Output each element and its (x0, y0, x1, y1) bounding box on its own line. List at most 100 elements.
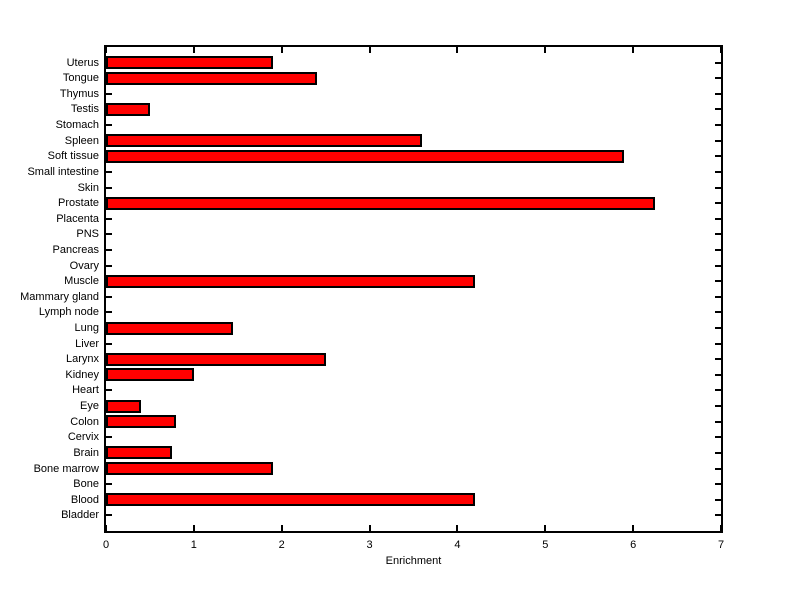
y-tick-right (715, 436, 721, 439)
x-tick-bottom (632, 525, 635, 531)
plot-area (104, 45, 723, 533)
y-axis-label: Uterus (66, 56, 99, 69)
y-tick-right (715, 483, 721, 486)
bar (106, 274, 475, 288)
y-tick-left (106, 124, 112, 127)
y-axis-label: Tongue (62, 72, 99, 85)
y-tick-right (715, 389, 721, 392)
y-tick-right (715, 202, 721, 205)
x-axis-title: Enrichment (385, 555, 442, 567)
y-tick-right (715, 451, 721, 454)
y-tick-right (715, 327, 721, 330)
y-axis-label: Mammary gland (20, 290, 99, 303)
y-axis-label: Blood (70, 493, 99, 506)
x-tick-label: 5 (542, 539, 549, 551)
y-tick-left (106, 92, 112, 95)
y-tick-left (106, 186, 112, 189)
x-tick-bottom (720, 525, 722, 531)
x-tick-top (105, 47, 107, 53)
y-tick-right (715, 186, 721, 189)
x-tick-top (456, 47, 459, 53)
y-tick-right (715, 498, 721, 501)
y-axis-label: Colon (70, 415, 99, 428)
y-tick-right (715, 405, 721, 408)
y-axis-label: Soft tissue (47, 150, 99, 163)
y-axis-label: Cervix (67, 431, 99, 444)
y-axis-label: Lymph node (38, 306, 99, 319)
y-tick-right (715, 467, 721, 470)
y-tick-left (106, 170, 112, 173)
y-axis-label: Lung (74, 322, 99, 335)
x-tick-label: 7 (717, 539, 725, 551)
y-tick-right (715, 170, 721, 173)
x-tick-bottom (192, 525, 195, 531)
y-axis-label: Placenta (56, 212, 99, 225)
y-tick-right (715, 155, 721, 158)
y-tick-right (715, 61, 721, 64)
x-tick-label: 0 (102, 539, 110, 551)
x-tick-top (280, 47, 283, 53)
y-tick-right (715, 295, 721, 298)
y-tick-right (715, 373, 721, 376)
x-tick-top (192, 47, 195, 53)
bar (106, 149, 625, 163)
bar (106, 493, 475, 507)
bar (106, 399, 142, 413)
y-axis-label: Muscle (64, 275, 99, 288)
y-axis-label: Bladder (61, 509, 99, 522)
y-tick-right (715, 514, 721, 517)
bar (106, 102, 150, 116)
y-tick-left (106, 342, 112, 345)
y-axis-label: Eye (80, 400, 99, 413)
x-tick-bottom (368, 525, 371, 531)
y-axis-label: Brain (73, 446, 99, 459)
bar (106, 321, 234, 335)
x-tick-label: 1 (190, 539, 197, 551)
y-axis-label: Kidney (65, 368, 99, 381)
y-tick-right (715, 124, 721, 127)
y-tick-left (106, 233, 112, 236)
y-axis-label: Small intestine (27, 165, 99, 178)
x-tick-label: 2 (278, 539, 285, 551)
y-axis-label: Thymus (59, 87, 99, 100)
y-axis-label: Liver (75, 337, 99, 350)
y-tick-left (106, 483, 112, 486)
y-tick-left (106, 264, 112, 267)
x-tick-top (368, 47, 371, 53)
y-axis-label: Heart (72, 384, 99, 397)
x-tick-top (544, 47, 547, 53)
y-axis-label: Prostate (58, 197, 99, 210)
y-tick-right (715, 342, 721, 345)
y-tick-right (715, 420, 721, 423)
x-tick-label: 3 (366, 539, 373, 551)
bar (106, 196, 656, 210)
x-tick-top (632, 47, 635, 53)
y-axis-label: Bone marrow (33, 462, 99, 475)
x-tick-label: 6 (630, 539, 637, 551)
y-tick-right (715, 108, 721, 111)
y-tick-right (715, 233, 721, 236)
y-tick-right (715, 248, 721, 251)
x-tick-top (720, 47, 722, 53)
x-tick-bottom (280, 525, 283, 531)
y-tick-left (106, 514, 112, 517)
y-axis-label: Spleen (64, 134, 99, 147)
bar (106, 415, 177, 429)
y-axis-label: Skin (77, 181, 99, 194)
bar (106, 462, 273, 476)
y-tick-right (715, 217, 721, 220)
y-tick-right (715, 92, 721, 95)
y-tick-right (715, 77, 721, 80)
x-tick-label: 4 (454, 539, 461, 551)
x-tick-bottom (544, 525, 547, 531)
y-tick-right (715, 280, 721, 283)
y-tick-right (715, 311, 721, 314)
bar (106, 134, 423, 148)
y-axis-label: Testis (70, 103, 99, 116)
y-axis-label: Stomach (55, 119, 99, 132)
x-tick-bottom (456, 525, 459, 531)
bar (106, 368, 194, 382)
y-tick-left (106, 217, 112, 220)
bar (106, 352, 326, 366)
y-axis-label: PNS (76, 228, 99, 241)
